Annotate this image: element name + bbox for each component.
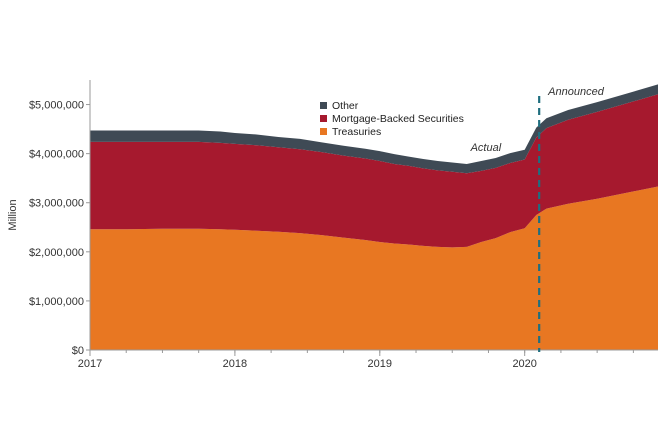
x-tick-label: 2017 bbox=[78, 358, 102, 370]
annotation-announced: Announced bbox=[547, 86, 605, 98]
y-tick-label: $4,000,000 bbox=[29, 149, 84, 161]
legend-swatch bbox=[320, 102, 327, 109]
y-tick-label: $5,000,000 bbox=[29, 100, 84, 112]
x-tick-label: 2019 bbox=[368, 358, 392, 370]
y-tick-label: $1,000,000 bbox=[29, 296, 84, 308]
y-tick-label: $2,000,000 bbox=[29, 247, 84, 259]
x-tick-label: 2020 bbox=[512, 358, 536, 370]
legend-swatch bbox=[320, 128, 327, 135]
annotation-actual: Actual bbox=[470, 142, 502, 154]
legend-label: Treasuries bbox=[332, 126, 381, 138]
legend-swatch bbox=[320, 115, 327, 122]
y-axis-label: Million bbox=[7, 199, 19, 230]
area-other bbox=[90, 84, 658, 174]
area-mortgage-backed-securities bbox=[90, 94, 658, 248]
x-tick-label: 2018 bbox=[223, 358, 247, 370]
y-tick-label: $0 bbox=[72, 345, 84, 357]
y-tick-label: $3,000,000 bbox=[29, 198, 84, 210]
area-treasuries bbox=[90, 186, 658, 350]
legend-label: Other bbox=[332, 100, 359, 112]
legend-label: Mortgage-Backed Securities bbox=[332, 113, 464, 125]
